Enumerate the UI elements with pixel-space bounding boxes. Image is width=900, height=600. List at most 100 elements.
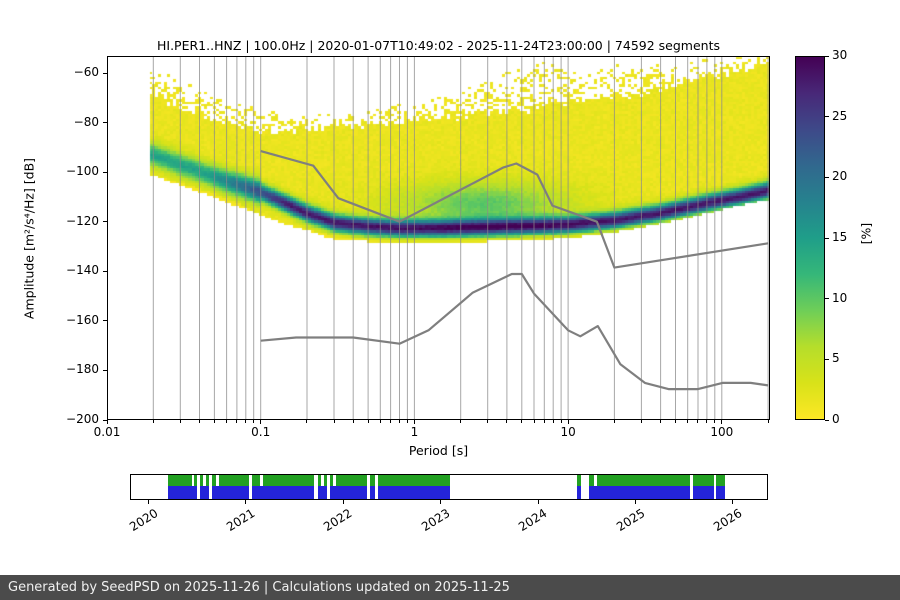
x-minor-tick [697,420,699,423]
y-tick-label: −160 [66,312,99,327]
x-minor-tick [406,420,408,423]
x-tick-label: 0.1 [251,425,271,439]
timeline-year-tick [732,500,734,504]
plot-overlay-svg [152,56,769,420]
colorbar-label: [%] [858,222,874,245]
timeline-year-tick [148,500,150,504]
availability-segment-blue [200,486,209,499]
availability-segment-green [329,475,333,486]
x-minor-tick [367,420,369,423]
y-tick-label: −180 [66,362,99,377]
x-major-tick [413,420,415,424]
y-major-tick [103,171,107,173]
x-minor-tick [226,420,228,423]
x-minor-tick [487,420,489,423]
footer-bar: Generated by SeedPSD on 2025-11-26 | Cal… [0,575,900,600]
timeline-year-label: 2023 [418,506,453,535]
x-minor-tick [245,420,247,423]
low-noise-model-line [260,272,769,391]
availability-segment-blue [693,486,714,499]
availability-segment-green [262,475,315,486]
x-minor-tick [379,420,381,423]
x-major-tick [106,420,108,424]
availability-segment-green [577,475,581,486]
y-tick-label: −200 [66,412,99,427]
colorbar-tick-label: 0 [832,412,840,426]
colorbar [795,56,825,420]
colorbar-tick [825,358,829,360]
y-tick-label: −60 [73,65,99,79]
x-minor-tick [333,420,335,423]
colorbar-tick-label: 5 [832,351,840,366]
availability-segment-blue [318,486,327,499]
availability-segment-blue [168,486,198,499]
high-noise-model-line [260,150,769,269]
availability-segment-green [251,475,260,486]
x-minor-tick [640,420,642,423]
y-major-tick [103,419,107,421]
availability-segment-green [693,475,714,486]
availability-segment-green [318,475,321,486]
footer-text: Generated by SeedPSD on 2025-11-26 | Cal… [8,580,510,595]
y-major-tick [103,270,107,272]
x-tick-label: 1 [410,425,419,439]
x-major-tick [260,420,262,424]
x-minor-tick [199,420,201,423]
x-tick-label: 10 [560,425,576,439]
colorbar-tick [825,116,829,118]
x-minor-tick [152,420,154,423]
colorbar-tick [825,419,829,421]
x-minor-tick [660,420,662,423]
x-axis-label: Period [s] [408,443,469,458]
colorbar-tick [825,237,829,239]
availability-segment-blue [251,486,315,499]
x-minor-tick [399,420,400,423]
availability-segment-blue [211,486,249,499]
y-tick-label: −140 [66,263,99,278]
x-minor-tick [714,420,716,423]
availability-segment-blue [577,486,581,499]
availability-timeline [130,474,768,500]
x-minor-tick [767,420,769,423]
timeline-year-label: 2026 [711,506,745,535]
x-minor-tick [543,420,545,423]
availability-segment-green [596,475,691,486]
timeline-year-label: 2021 [224,506,258,535]
y-major-tick [103,72,107,74]
availability-segment-green [335,475,367,486]
timeline-year-tick [537,500,539,504]
x-tick-label: 0.01 [93,425,121,439]
x-minor-tick [613,420,615,423]
y-major-tick [103,369,107,371]
colorbar-tick [825,298,829,300]
x-minor-tick [213,420,215,423]
y-major-tick [103,221,107,223]
colorbar-tick [825,55,829,57]
timeline-year-label: 2020 [126,506,160,535]
x-major-tick [567,420,569,424]
x-minor-tick [533,420,535,423]
timeline-year-label: 2022 [321,506,355,535]
availability-segment-green [588,475,594,486]
availability-segment-blue [716,486,726,499]
y-tick-label: −80 [73,114,99,129]
colorbar-tick-label: 15 [832,230,848,244]
x-minor-tick [253,420,255,423]
y-axis-label: Amplitude [m²/s⁴/Hz] [dB] [21,157,37,320]
x-major-tick [721,420,723,424]
x-minor-tick [675,420,677,423]
timeline-year-tick [440,500,442,504]
x-minor-tick [390,420,392,423]
x-minor-tick [506,420,508,423]
x-minor-tick [306,420,308,423]
y-tick-label: −100 [66,164,99,179]
colorbar-tick-label: 10 [832,290,848,305]
x-minor-tick [687,420,689,423]
timeline-year-label: 2025 [613,506,647,535]
x-minor-tick [706,420,708,423]
x-minor-tick [460,420,462,423]
ppsd-heatmap-canvas [107,56,770,420]
x-minor-tick [352,420,354,423]
x-minor-tick [552,420,554,423]
availability-segment-green [323,475,327,486]
